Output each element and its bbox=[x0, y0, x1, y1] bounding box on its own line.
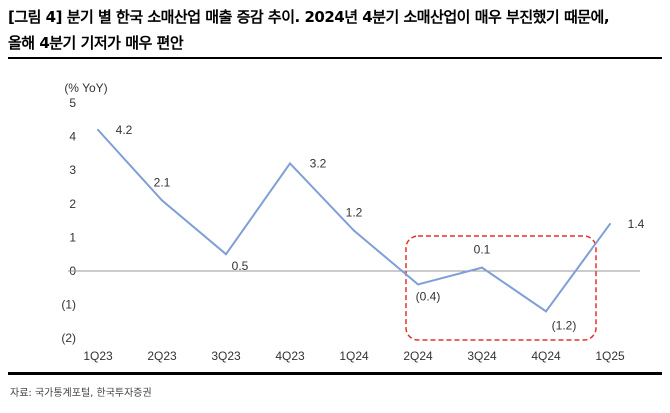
y-tick-label: (2) bbox=[61, 331, 76, 345]
x-tick-label: 1Q23 bbox=[83, 349, 113, 363]
x-tick-label: 1Q25 bbox=[595, 349, 625, 363]
title-rule bbox=[8, 57, 662, 59]
highlight-box bbox=[405, 235, 597, 341]
data-point bbox=[97, 128, 99, 131]
x-tick-label: 1Q24 bbox=[339, 349, 369, 363]
y-tick-label: 2 bbox=[69, 197, 76, 211]
data-label: 4.2 bbox=[116, 123, 133, 137]
y-axis-label: (% YoY) bbox=[64, 81, 107, 95]
y-tick-label: 4 bbox=[69, 130, 76, 144]
y-tick-label: 1 bbox=[69, 230, 76, 244]
data-point bbox=[481, 266, 483, 269]
data-point bbox=[545, 310, 547, 313]
x-tick-label: 2Q24 bbox=[403, 349, 433, 363]
data-point bbox=[161, 199, 163, 202]
data-point bbox=[609, 222, 611, 225]
y-tick-label: (1) bbox=[61, 298, 76, 312]
data-point bbox=[289, 162, 291, 165]
data-point bbox=[225, 253, 227, 256]
data-label: 1.2 bbox=[346, 206, 363, 220]
x-tick-label: 2Q23 bbox=[147, 349, 177, 363]
data-label: 3.2 bbox=[310, 156, 327, 170]
data-label: 0.1 bbox=[474, 243, 491, 257]
figure-title-line2: 올해 4분기 기저가 매우 편안 bbox=[8, 34, 184, 52]
x-tick-label: 3Q24 bbox=[467, 349, 497, 363]
x-tick-label: 3Q23 bbox=[211, 349, 241, 363]
y-tick-label: 5 bbox=[69, 96, 76, 110]
source-rule bbox=[8, 372, 662, 375]
source-note: 자료: 국가통계포털, 한국투자증권 bbox=[10, 388, 152, 399]
data-label: 0.5 bbox=[232, 259, 249, 273]
data-label: (0.4) bbox=[416, 289, 441, 303]
y-tick-label: 3 bbox=[69, 163, 76, 177]
data-label: (1.2) bbox=[552, 318, 577, 332]
x-tick-label: 4Q23 bbox=[275, 349, 305, 363]
data-point bbox=[353, 229, 355, 232]
figure-title-line1: [그림 4] 분기 별 한국 소매산업 매출 증감 추이. 2024년 4분기 … bbox=[8, 8, 610, 26]
data-point bbox=[417, 283, 419, 286]
x-tick-label: 4Q24 bbox=[531, 349, 561, 363]
series-line bbox=[97, 129, 611, 313]
data-label: 1.4 bbox=[628, 217, 645, 231]
data-label: 2.1 bbox=[154, 175, 171, 189]
